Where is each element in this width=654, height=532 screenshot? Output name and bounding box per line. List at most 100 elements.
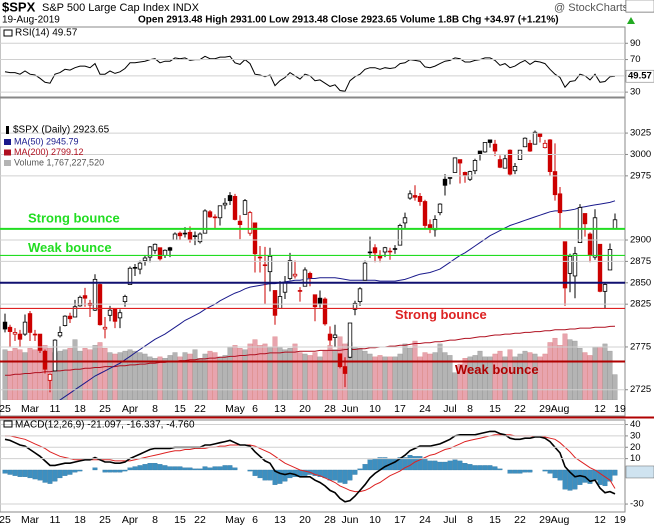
candle-body xyxy=(407,193,413,199)
x-tick-label: 15 xyxy=(489,514,501,526)
volume-bar xyxy=(307,355,313,400)
candle-body xyxy=(352,302,358,310)
histogram-bar xyxy=(302,469,308,476)
volume-bar xyxy=(542,353,548,400)
candle-body xyxy=(212,216,218,219)
quote: Open 2913.48 High 2931.00 Low 2913.48 Cl… xyxy=(138,15,559,26)
histogram-bar xyxy=(447,460,453,471)
histogram-bar xyxy=(112,469,118,473)
candle-body xyxy=(477,150,483,155)
y-tick-label: 70 xyxy=(630,54,641,65)
histogram-bar xyxy=(227,465,233,471)
volume-bar xyxy=(482,356,488,400)
histogram-bar xyxy=(567,469,573,491)
volume-bar xyxy=(242,349,248,400)
candle-body xyxy=(422,201,428,226)
histogram-bar xyxy=(177,466,183,471)
x-tick-label: 25 xyxy=(0,403,11,415)
volume-bar xyxy=(452,372,458,400)
histogram-bar xyxy=(572,469,578,490)
level-label: Weak bounce xyxy=(455,362,539,377)
candle-body xyxy=(312,294,318,308)
candle-body xyxy=(72,306,78,318)
volume-bar xyxy=(487,356,493,400)
candle-body xyxy=(507,149,513,175)
candle-body xyxy=(127,267,133,285)
y-tick-label: 2850 xyxy=(630,277,651,288)
x-tick-label: 18 xyxy=(74,514,86,526)
volume-bar xyxy=(202,353,208,400)
histogram-bar xyxy=(522,469,528,473)
volume-bar xyxy=(367,353,373,400)
histogram-bar xyxy=(432,460,438,471)
volume-bar xyxy=(82,348,88,400)
candle-body xyxy=(497,159,503,168)
histogram-bar xyxy=(77,469,83,472)
candle-body xyxy=(242,200,248,215)
x-tick-label: Aug xyxy=(551,403,570,415)
candle-body xyxy=(77,296,83,307)
legend-candle xyxy=(6,126,9,134)
x-tick-label: May xyxy=(225,514,246,526)
y-tick-label: 10 xyxy=(630,453,641,464)
candle-body xyxy=(442,178,448,186)
histogram-bar xyxy=(262,469,268,481)
volume-bar xyxy=(537,356,543,400)
x-tick-label: Apr xyxy=(122,403,139,415)
candle-body xyxy=(167,247,173,251)
histogram-bar xyxy=(397,457,403,471)
candle-body xyxy=(452,157,458,173)
x-tick-label: 18 xyxy=(74,403,86,415)
candle-body xyxy=(202,210,208,234)
histogram-bar xyxy=(512,469,518,474)
x-tick-label: Mar xyxy=(21,403,40,415)
candle-body xyxy=(297,290,303,292)
x-tick-label: 22 xyxy=(194,514,206,526)
histogram-bar xyxy=(37,469,43,481)
volume-bar xyxy=(547,342,553,400)
candle-body xyxy=(362,262,368,281)
moving-average xyxy=(5,325,616,376)
x-tick-label: 22 xyxy=(194,403,206,415)
x-tick-label: Jul xyxy=(443,514,456,526)
histogram-bar xyxy=(12,469,18,476)
y-tick-label: 20 xyxy=(630,442,641,453)
rsi-frame xyxy=(0,26,626,98)
volume-bar xyxy=(427,353,433,400)
volume-bar xyxy=(352,346,358,400)
macd-frame xyxy=(0,419,626,513)
candle-body xyxy=(492,143,498,152)
legend-swatch xyxy=(4,149,11,156)
x-tick-label: 11 xyxy=(50,514,61,526)
histogram-bar xyxy=(202,466,208,471)
x-tick-label: 10 xyxy=(369,514,381,526)
candle-body xyxy=(132,266,138,269)
volume-bar xyxy=(17,349,23,400)
rsi-legend: RSI(14) 49.57 xyxy=(15,28,78,39)
x-tick-label: 6 xyxy=(252,514,258,526)
candle-body xyxy=(107,309,113,316)
volume-bar xyxy=(102,348,108,400)
volume-bar xyxy=(592,346,598,400)
volume-bar xyxy=(572,340,578,400)
candle-body xyxy=(207,211,213,218)
candle-body xyxy=(237,220,243,226)
histogram-bar xyxy=(362,464,368,471)
histogram-bar xyxy=(427,460,433,471)
candle-body xyxy=(42,350,48,370)
histogram-bar xyxy=(167,466,173,471)
volume-bar xyxy=(312,352,318,400)
candle-body xyxy=(307,272,313,279)
histogram-bar xyxy=(157,464,163,471)
histogram-bar xyxy=(17,469,23,477)
histogram-bar xyxy=(542,469,548,472)
volume-bar xyxy=(522,350,528,400)
histogram-bar xyxy=(312,469,318,476)
candle-body xyxy=(342,366,348,374)
histogram-bar xyxy=(597,469,603,485)
histogram-bar xyxy=(457,460,463,471)
histogram-bar xyxy=(587,469,593,484)
volume-bar xyxy=(327,345,333,400)
volume-bar xyxy=(192,349,198,400)
